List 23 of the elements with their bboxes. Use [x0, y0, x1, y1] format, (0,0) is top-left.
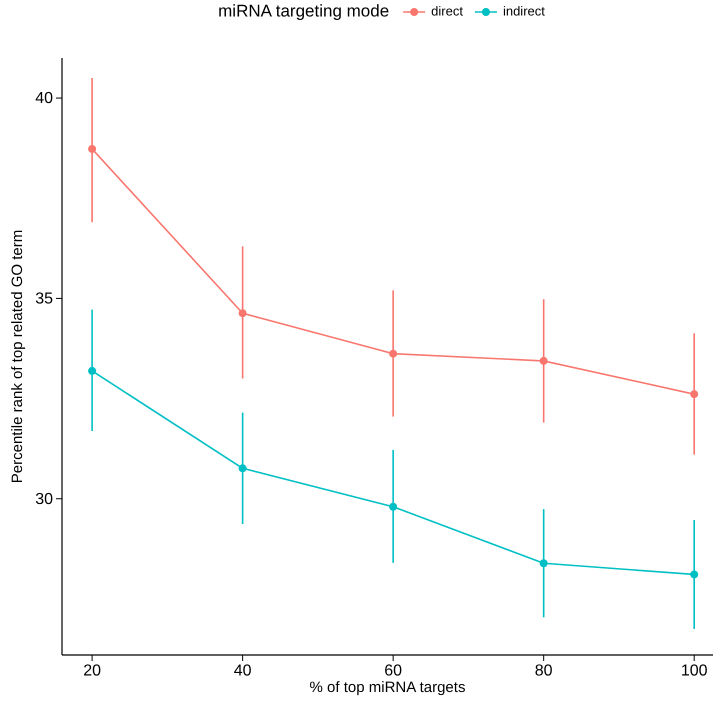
x-tick-label: 20: [83, 662, 102, 680]
point: [690, 390, 698, 398]
y-tick-label: 30: [35, 490, 54, 508]
point: [88, 366, 96, 375]
point: [238, 309, 247, 318]
y-axis-title: Percentile rank of top related GO term: [9, 230, 26, 484]
legend-label: indirect: [502, 3, 546, 18]
legend-label: direct: [431, 3, 464, 18]
y-tick-label: 35: [35, 290, 54, 308]
point: [540, 356, 548, 365]
point: [690, 570, 698, 578]
point: [540, 559, 548, 568]
point: [88, 144, 96, 153]
x-tick-label: 100: [680, 662, 708, 680]
x-tick-label: 60: [384, 662, 402, 680]
x-tick-label: 40: [234, 662, 252, 680]
point: [238, 464, 247, 472]
legend-title: miRNA targeting mode: [218, 1, 390, 20]
point: [389, 350, 398, 358]
y-tick-label: 40: [35, 90, 54, 108]
x-tick-label: 80: [534, 662, 553, 680]
point: [389, 502, 398, 511]
x-axis-title: % of top miRNA targets: [310, 679, 466, 696]
